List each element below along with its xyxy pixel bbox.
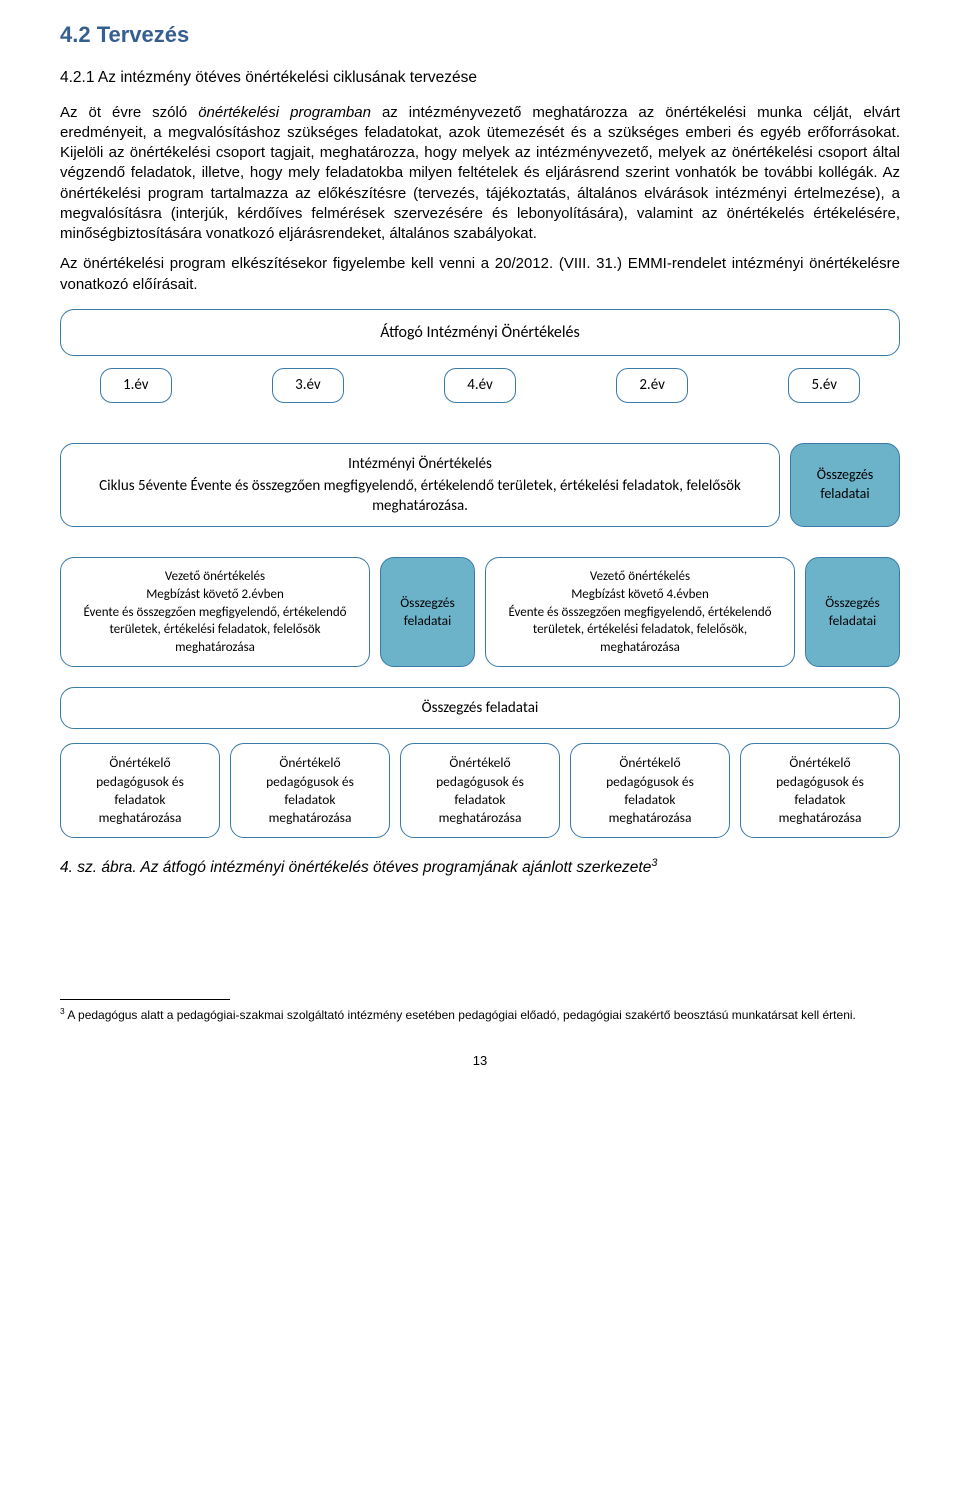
row5-box: Önértékelő pedagógusok és feladatok megh… bbox=[400, 743, 560, 838]
row3-side-1: Összegzés feladatai bbox=[380, 557, 475, 667]
para1-italic: önértékelési programban bbox=[198, 104, 371, 121]
row3-box1-title: Vezető önértékelés bbox=[73, 568, 357, 586]
footnote-text: 3 A pedagógus alatt a pedagógiai-szakmai… bbox=[60, 1006, 900, 1024]
para1-prefix: Az öt évre szóló bbox=[60, 104, 198, 121]
caption-prefix: 4. sz. ábra. bbox=[60, 859, 140, 876]
row3-box-1: Vezető önértékelés Megbízást követő 2.év… bbox=[60, 557, 370, 667]
diagram-row-3: Vezető önértékelés Megbízást követő 2.év… bbox=[60, 557, 900, 667]
year-pill: 1.év bbox=[100, 368, 172, 402]
footnote-body: A pedagógus alatt a pedagógiai-szakmai s… bbox=[65, 1008, 856, 1022]
caption-sup: 3 bbox=[651, 857, 657, 869]
figure-caption: 4. sz. ábra. Az átfogó intézményi önérté… bbox=[60, 856, 900, 879]
row3-box-2: Vezető önértékelés Megbízást követő 4.év… bbox=[485, 557, 795, 667]
diagram-row-2: Intézményi Önértékelés Ciklus 5évente Év… bbox=[60, 443, 900, 528]
subsection-heading: 4.2.1 Az intézmény ötéves önértékelési c… bbox=[60, 68, 900, 89]
row2-title: Intézményi Önértékelés bbox=[73, 454, 767, 474]
row3-side-2: Összegzés feladatai bbox=[805, 557, 900, 667]
row3-box2-body: Évente és összegzően megfigyelendő, érté… bbox=[498, 604, 782, 657]
diagram-top-banner: Átfogó Intézményi Önértékelés bbox=[60, 309, 900, 357]
row2-body: Ciklus 5évente Évente és összegzően megf… bbox=[73, 476, 767, 517]
paragraph-1: Az öt évre szóló önértékelési programban… bbox=[60, 103, 900, 245]
row3-box1-body: Évente és összegzően megfigyelendő, érté… bbox=[73, 604, 357, 657]
paragraph-2: Az önértékelési program elkészítésekor f… bbox=[60, 254, 900, 295]
row5-box: Önértékelő pedagógusok és feladatok megh… bbox=[60, 743, 220, 838]
diagram-year-row: 1.év 3.év 4.év 2.év 5.év bbox=[60, 368, 900, 402]
row3-box2-sub: Megbízást követő 4.évben bbox=[498, 586, 782, 604]
diagram-container: Átfogó Intézményi Önértékelés 1.év 3.év … bbox=[60, 309, 900, 838]
row3-box1-sub: Megbízást követő 2.évben bbox=[73, 586, 357, 604]
row5-box: Önértékelő pedagógusok és feladatok megh… bbox=[230, 743, 390, 838]
year-pill: 5.év bbox=[788, 368, 860, 402]
footnote-separator bbox=[60, 999, 230, 1000]
year-pill: 4.év bbox=[444, 368, 516, 402]
year-pill: 3.év bbox=[272, 368, 344, 402]
diagram-summary-bar: Összegzés feladatai bbox=[60, 687, 900, 729]
caption-italic: Az átfogó intézményi önértékelés ötéves … bbox=[140, 859, 651, 876]
row3-box2-title: Vezető önértékelés bbox=[498, 568, 782, 586]
year-pill: 2.év bbox=[616, 368, 688, 402]
page-number: 13 bbox=[60, 1052, 900, 1070]
row2-side-box: Összegzés feladatai bbox=[790, 443, 900, 528]
row5-box: Önértékelő pedagógusok és feladatok megh… bbox=[570, 743, 730, 838]
section-heading: 4.2 Tervezés bbox=[60, 20, 900, 50]
diagram-row-5: Önértékelő pedagógusok és feladatok megh… bbox=[60, 743, 900, 838]
row5-box: Önértékelő pedagógusok és feladatok megh… bbox=[740, 743, 900, 838]
row2-main-box: Intézményi Önértékelés Ciklus 5évente Év… bbox=[60, 443, 780, 528]
para1-suffix: az intézményvezető meghatározza az önért… bbox=[60, 104, 900, 243]
